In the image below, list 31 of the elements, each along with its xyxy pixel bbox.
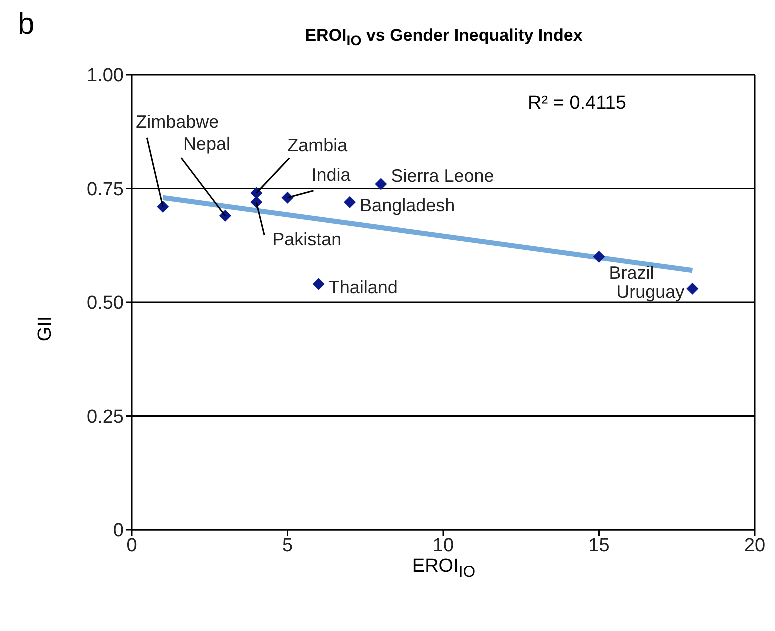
annotation: Pakistan	[272, 229, 342, 250]
point	[593, 251, 606, 263]
annotation: Zambia	[288, 135, 349, 156]
x-axis-title: EROI$_{IO}$	[411, 556, 477, 582]
y-tick-label: 0.50	[87, 293, 124, 314]
y-tick-label: 1.00	[87, 66, 124, 87]
point	[375, 178, 388, 190]
x-tick-label: 0	[126, 535, 138, 556]
point	[344, 196, 356, 208]
annotation: Zimbabwe	[136, 112, 220, 132]
annotation: Uruguay	[616, 282, 685, 302]
text: b	[18, 8, 35, 42]
y-tick-label: 0	[113, 520, 124, 542]
annotation: Thailand	[328, 277, 398, 298]
annotation: Bangladesh	[360, 195, 456, 216]
chart-title: EROI$_{IO}$ vs Gender Inequality Index	[304, 26, 584, 50]
point	[312, 278, 325, 290]
annotation: Sierra Leone	[391, 166, 494, 186]
x-tick-label: 15	[588, 535, 610, 556]
x-tick-label: 20	[744, 535, 766, 556]
annotation: Brazil	[609, 263, 654, 283]
y-tick-label: 0.25	[87, 406, 124, 428]
x-tick-label: 10	[432, 535, 454, 556]
y-axis-title: GII	[35, 315, 57, 344]
annotation: R² = 0.4115	[528, 93, 626, 115]
point	[219, 210, 232, 222]
point	[686, 282, 699, 295]
annotation: Nepal	[183, 134, 230, 154]
y-tick-label: 0.75	[87, 179, 124, 200]
annotation: India	[312, 164, 352, 185]
x-tick-label: 5	[282, 535, 294, 556]
